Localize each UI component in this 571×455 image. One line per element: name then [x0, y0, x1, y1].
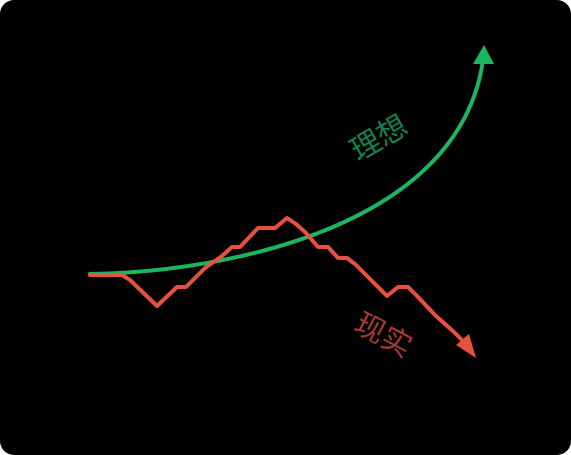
reality-arrowhead-icon [456, 334, 476, 358]
ideal-curve [88, 58, 485, 276]
reality-label: 现实 [348, 306, 417, 365]
ideal-arrowhead-icon [473, 45, 494, 64]
ideal-label: 理想 [345, 109, 414, 169]
reality-line [88, 216, 469, 347]
